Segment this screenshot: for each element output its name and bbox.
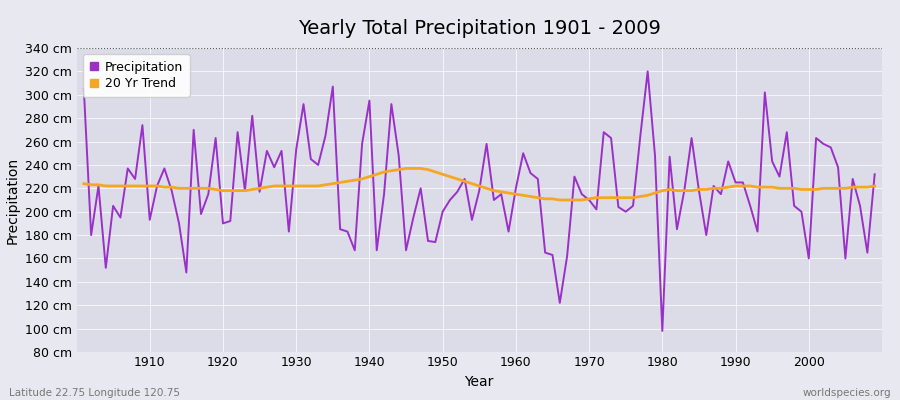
Title: Yearly Total Precipitation 1901 - 2009: Yearly Total Precipitation 1901 - 2009	[298, 18, 661, 38]
Legend: Precipitation, 20 Yr Trend: Precipitation, 20 Yr Trend	[83, 54, 190, 96]
Text: Latitude 22.75 Longitude 120.75: Latitude 22.75 Longitude 120.75	[9, 388, 180, 398]
Text: worldspecies.org: worldspecies.org	[803, 388, 891, 398]
Y-axis label: Precipitation: Precipitation	[5, 156, 20, 244]
X-axis label: Year: Year	[464, 375, 494, 389]
